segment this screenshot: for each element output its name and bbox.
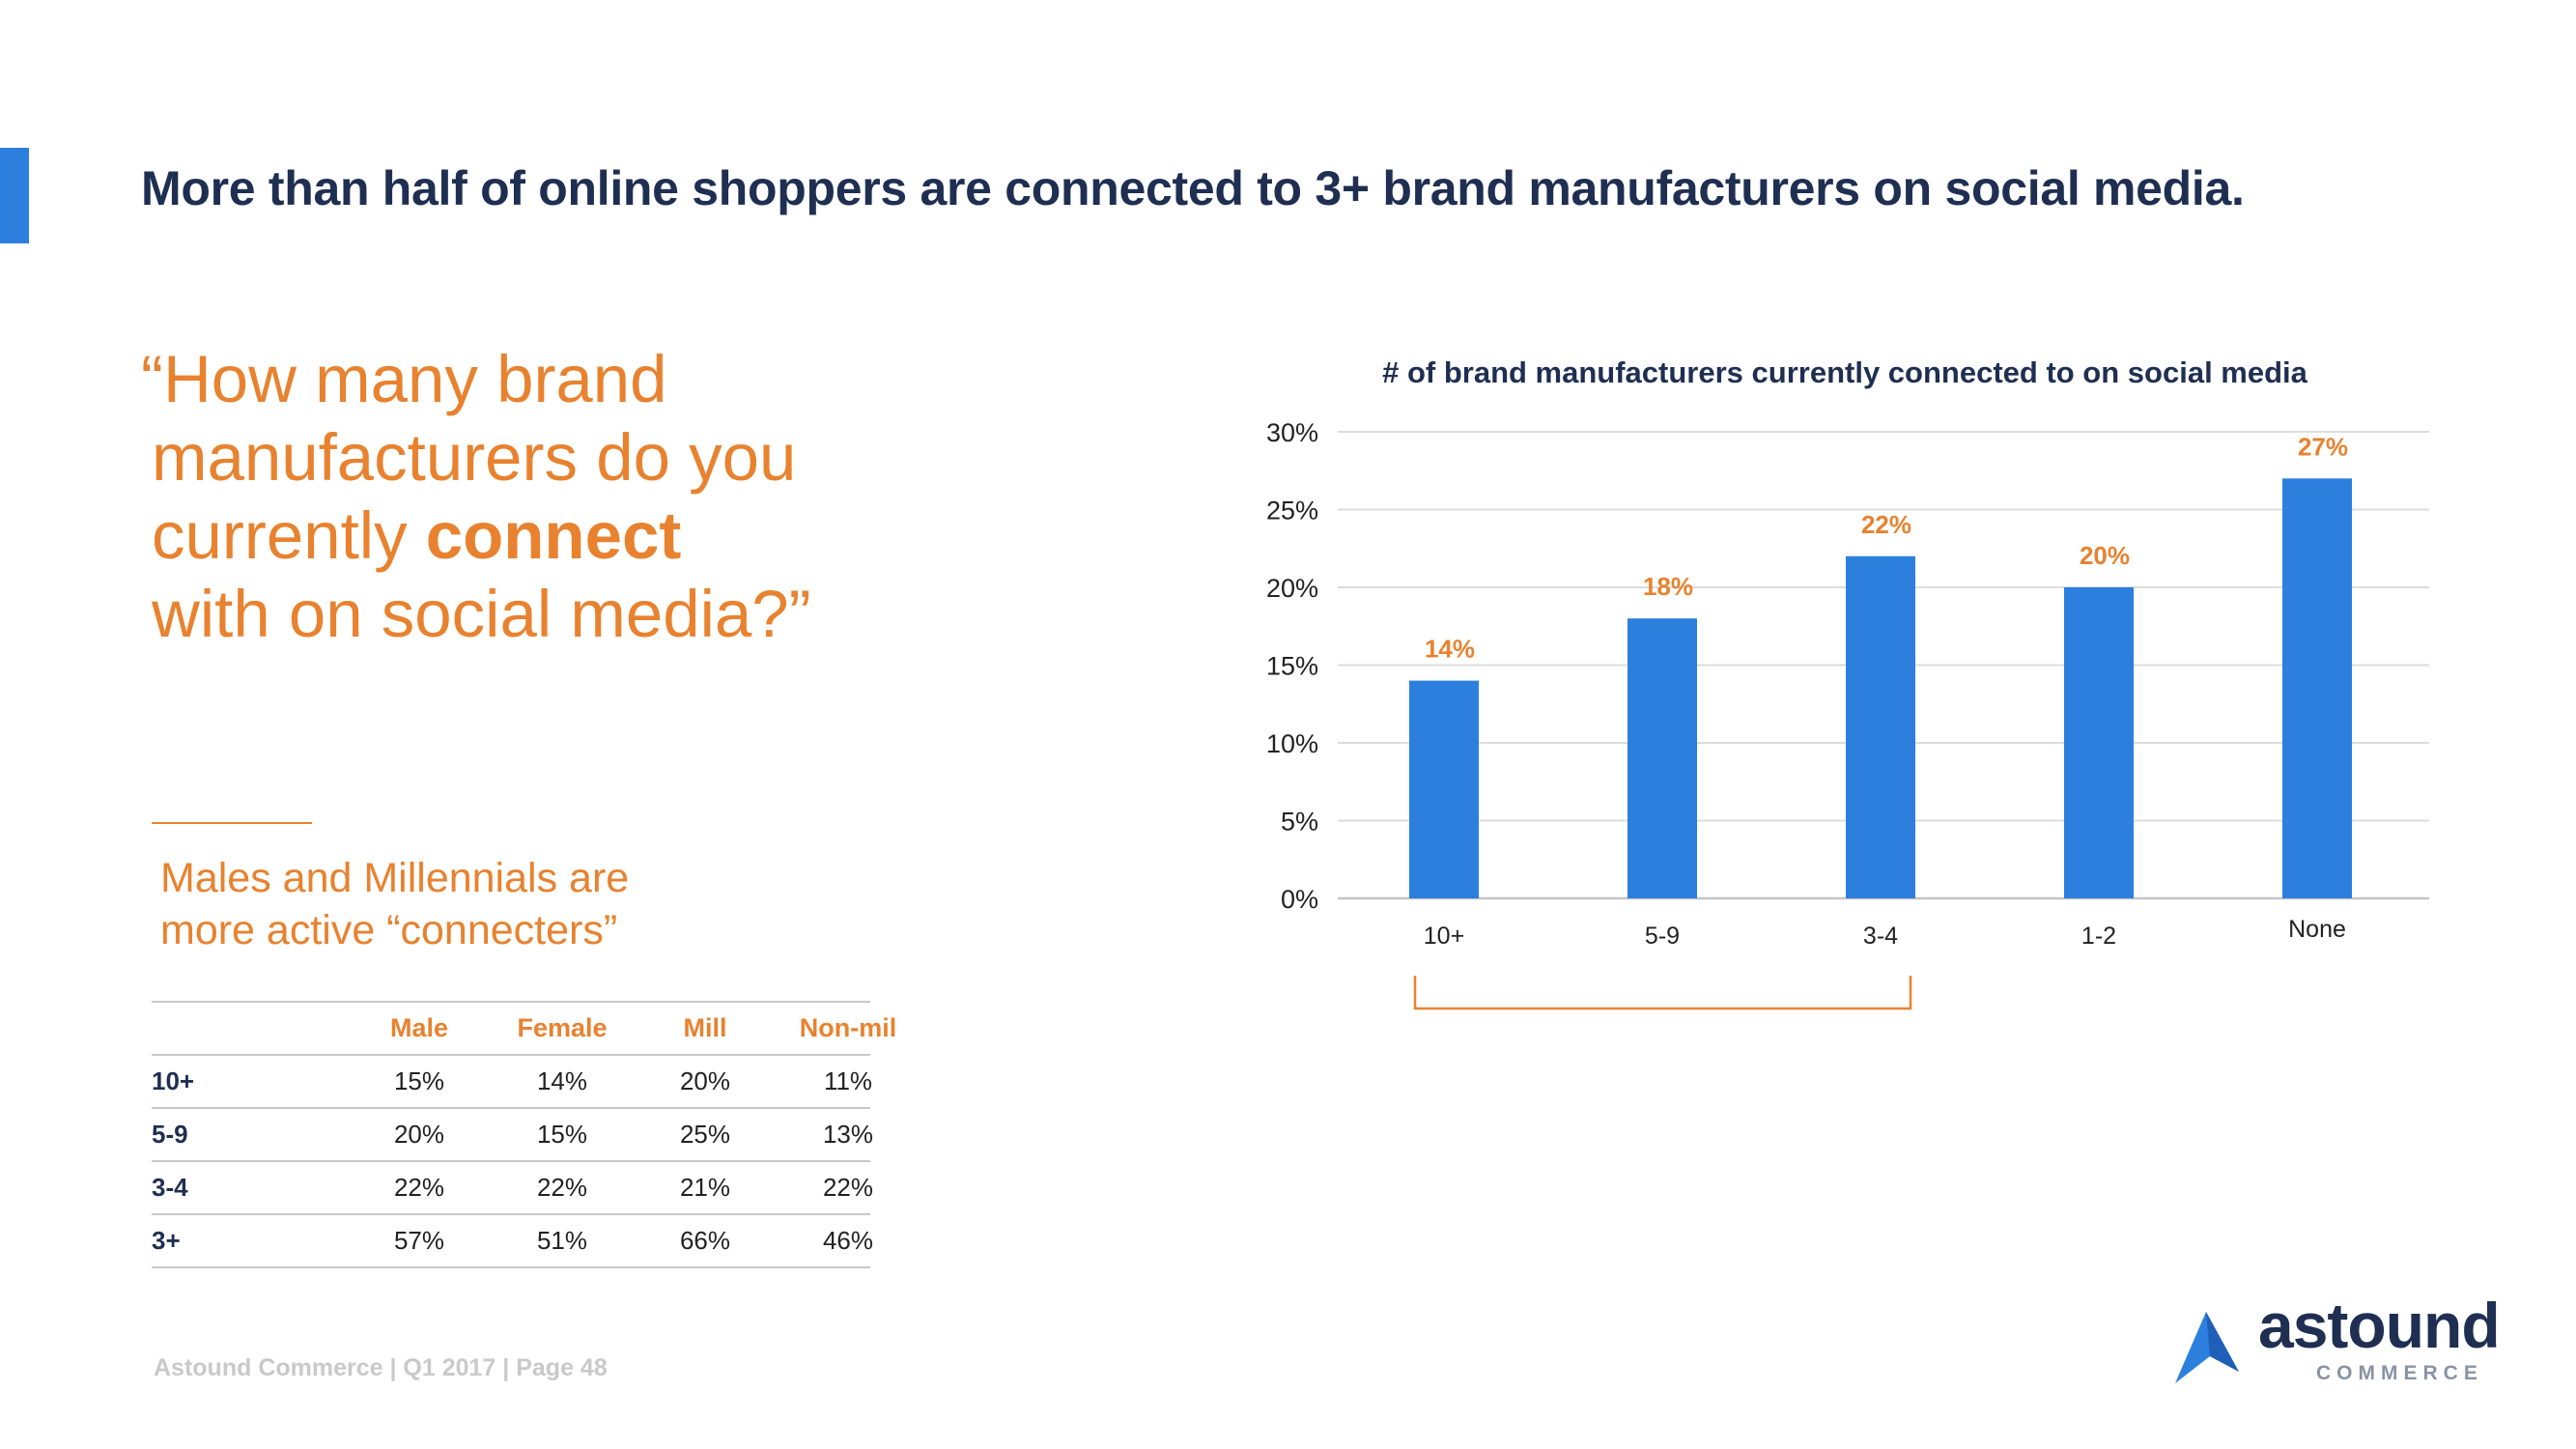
x-tick-label: 1-2 xyxy=(2081,923,2116,950)
question-line-3-text: currently xyxy=(152,498,426,573)
bracket-annotation xyxy=(1413,976,1912,1010)
table-cell: 13% xyxy=(822,1120,874,1149)
data-label: 18% xyxy=(1643,572,1693,601)
table-cell: 21% xyxy=(679,1173,731,1202)
table-cell: 25% xyxy=(679,1120,731,1149)
x-tick-label: 3-4 xyxy=(1863,923,1898,950)
table-cell: 15% xyxy=(536,1120,588,1149)
table-row: 3+ 57% 51% 66% 46% xyxy=(152,1213,873,1268)
table-header-cell: Female xyxy=(517,1013,608,1042)
table-header-cell: Non-mil xyxy=(799,1013,897,1042)
question-line-1: “How many brand xyxy=(141,342,667,416)
y-tick-label: 5% xyxy=(1281,808,1318,837)
table-cell: 11% xyxy=(823,1066,873,1095)
logo-mark-icon xyxy=(2175,1312,2239,1383)
logo-wordmark: astound xyxy=(2258,1290,2501,1361)
data-label: 27% xyxy=(2298,432,2348,461)
table-header-cell: Mill xyxy=(683,1013,727,1042)
y-tick-label: 0% xyxy=(1281,885,1318,914)
bar xyxy=(1628,618,1697,898)
table-row: 3-4 22% 22% 21% 22% xyxy=(152,1160,873,1213)
table-header-row: Male Female Mill Non-mil xyxy=(152,1001,896,1054)
y-tick-label: 20% xyxy=(1266,574,1318,603)
table-cell: 20% xyxy=(679,1066,731,1095)
table-cell: 15% xyxy=(393,1066,445,1095)
bar xyxy=(1846,555,1915,898)
bar xyxy=(2282,478,2352,898)
astound-logo: astound COMMERCE xyxy=(2167,1290,2501,1399)
table-cell: 14% xyxy=(536,1066,588,1095)
table-row-label: 3+ xyxy=(152,1226,181,1255)
table-row-label: 5-9 xyxy=(152,1120,188,1149)
segment-subhead: Males and Millennials are more active “c… xyxy=(160,852,759,956)
table-cell: 46% xyxy=(822,1226,874,1255)
survey-question: “How many brand manufacturers do you cur… xyxy=(141,340,875,653)
x-tick-label: 10+ xyxy=(1424,923,1464,950)
divider-line xyxy=(152,822,312,824)
question-line-4: with on social media?” xyxy=(152,577,811,651)
table-cell: 51% xyxy=(536,1226,588,1255)
question-emphasis: connect xyxy=(425,498,682,573)
y-tick-label: 15% xyxy=(1266,652,1318,681)
table-row: 5-9 20% 15% 25% 13% xyxy=(152,1107,873,1160)
y-tick-label: 10% xyxy=(1266,729,1318,758)
question-line-3: currently connect xyxy=(141,497,875,575)
table-cell: 22% xyxy=(536,1173,588,1202)
x-tick-label: 5-9 xyxy=(1645,923,1680,950)
y-tick-label: 30% xyxy=(1266,418,1318,447)
data-label: 20% xyxy=(2080,541,2130,570)
bar xyxy=(1409,680,1479,898)
subhead-line-2: more active “connecters” xyxy=(160,907,618,953)
chart-title: # of brand manufacturers currently conne… xyxy=(1382,355,2308,389)
table-cell: 22% xyxy=(822,1173,874,1202)
table-header-cell: Male xyxy=(389,1013,449,1042)
table-cell: 20% xyxy=(393,1120,445,1149)
logo-subtitle: COMMERCE xyxy=(2316,1362,2483,1384)
table-cell: 57% xyxy=(393,1226,445,1255)
bar xyxy=(2064,587,2134,898)
y-tick-label: 25% xyxy=(1266,497,1318,526)
table-row: 10+ 15% 14% 20% 11% xyxy=(152,1054,872,1107)
table-cell: 22% xyxy=(393,1173,445,1202)
table-row-label: 10+ xyxy=(152,1066,195,1095)
footer-text: Astound Commerce | Q1 2017 | Page 48 xyxy=(154,1354,608,1381)
question-line-2: manufacturers do you xyxy=(152,420,797,495)
page-title: More than half of online shoppers are co… xyxy=(141,161,2245,215)
segment-table: Male Female Mill Non-mil 10+ 15% 14% 20%… xyxy=(152,1001,896,1268)
accent-bar xyxy=(0,148,29,243)
data-label: 14% xyxy=(1425,635,1475,664)
subhead-line-1: Males and Millennials are xyxy=(160,855,630,901)
table-row-label: 3-4 xyxy=(152,1173,188,1202)
table-cell: 66% xyxy=(679,1226,731,1255)
x-tick-label: None xyxy=(2288,916,2346,943)
data-label: 22% xyxy=(1861,510,1911,539)
